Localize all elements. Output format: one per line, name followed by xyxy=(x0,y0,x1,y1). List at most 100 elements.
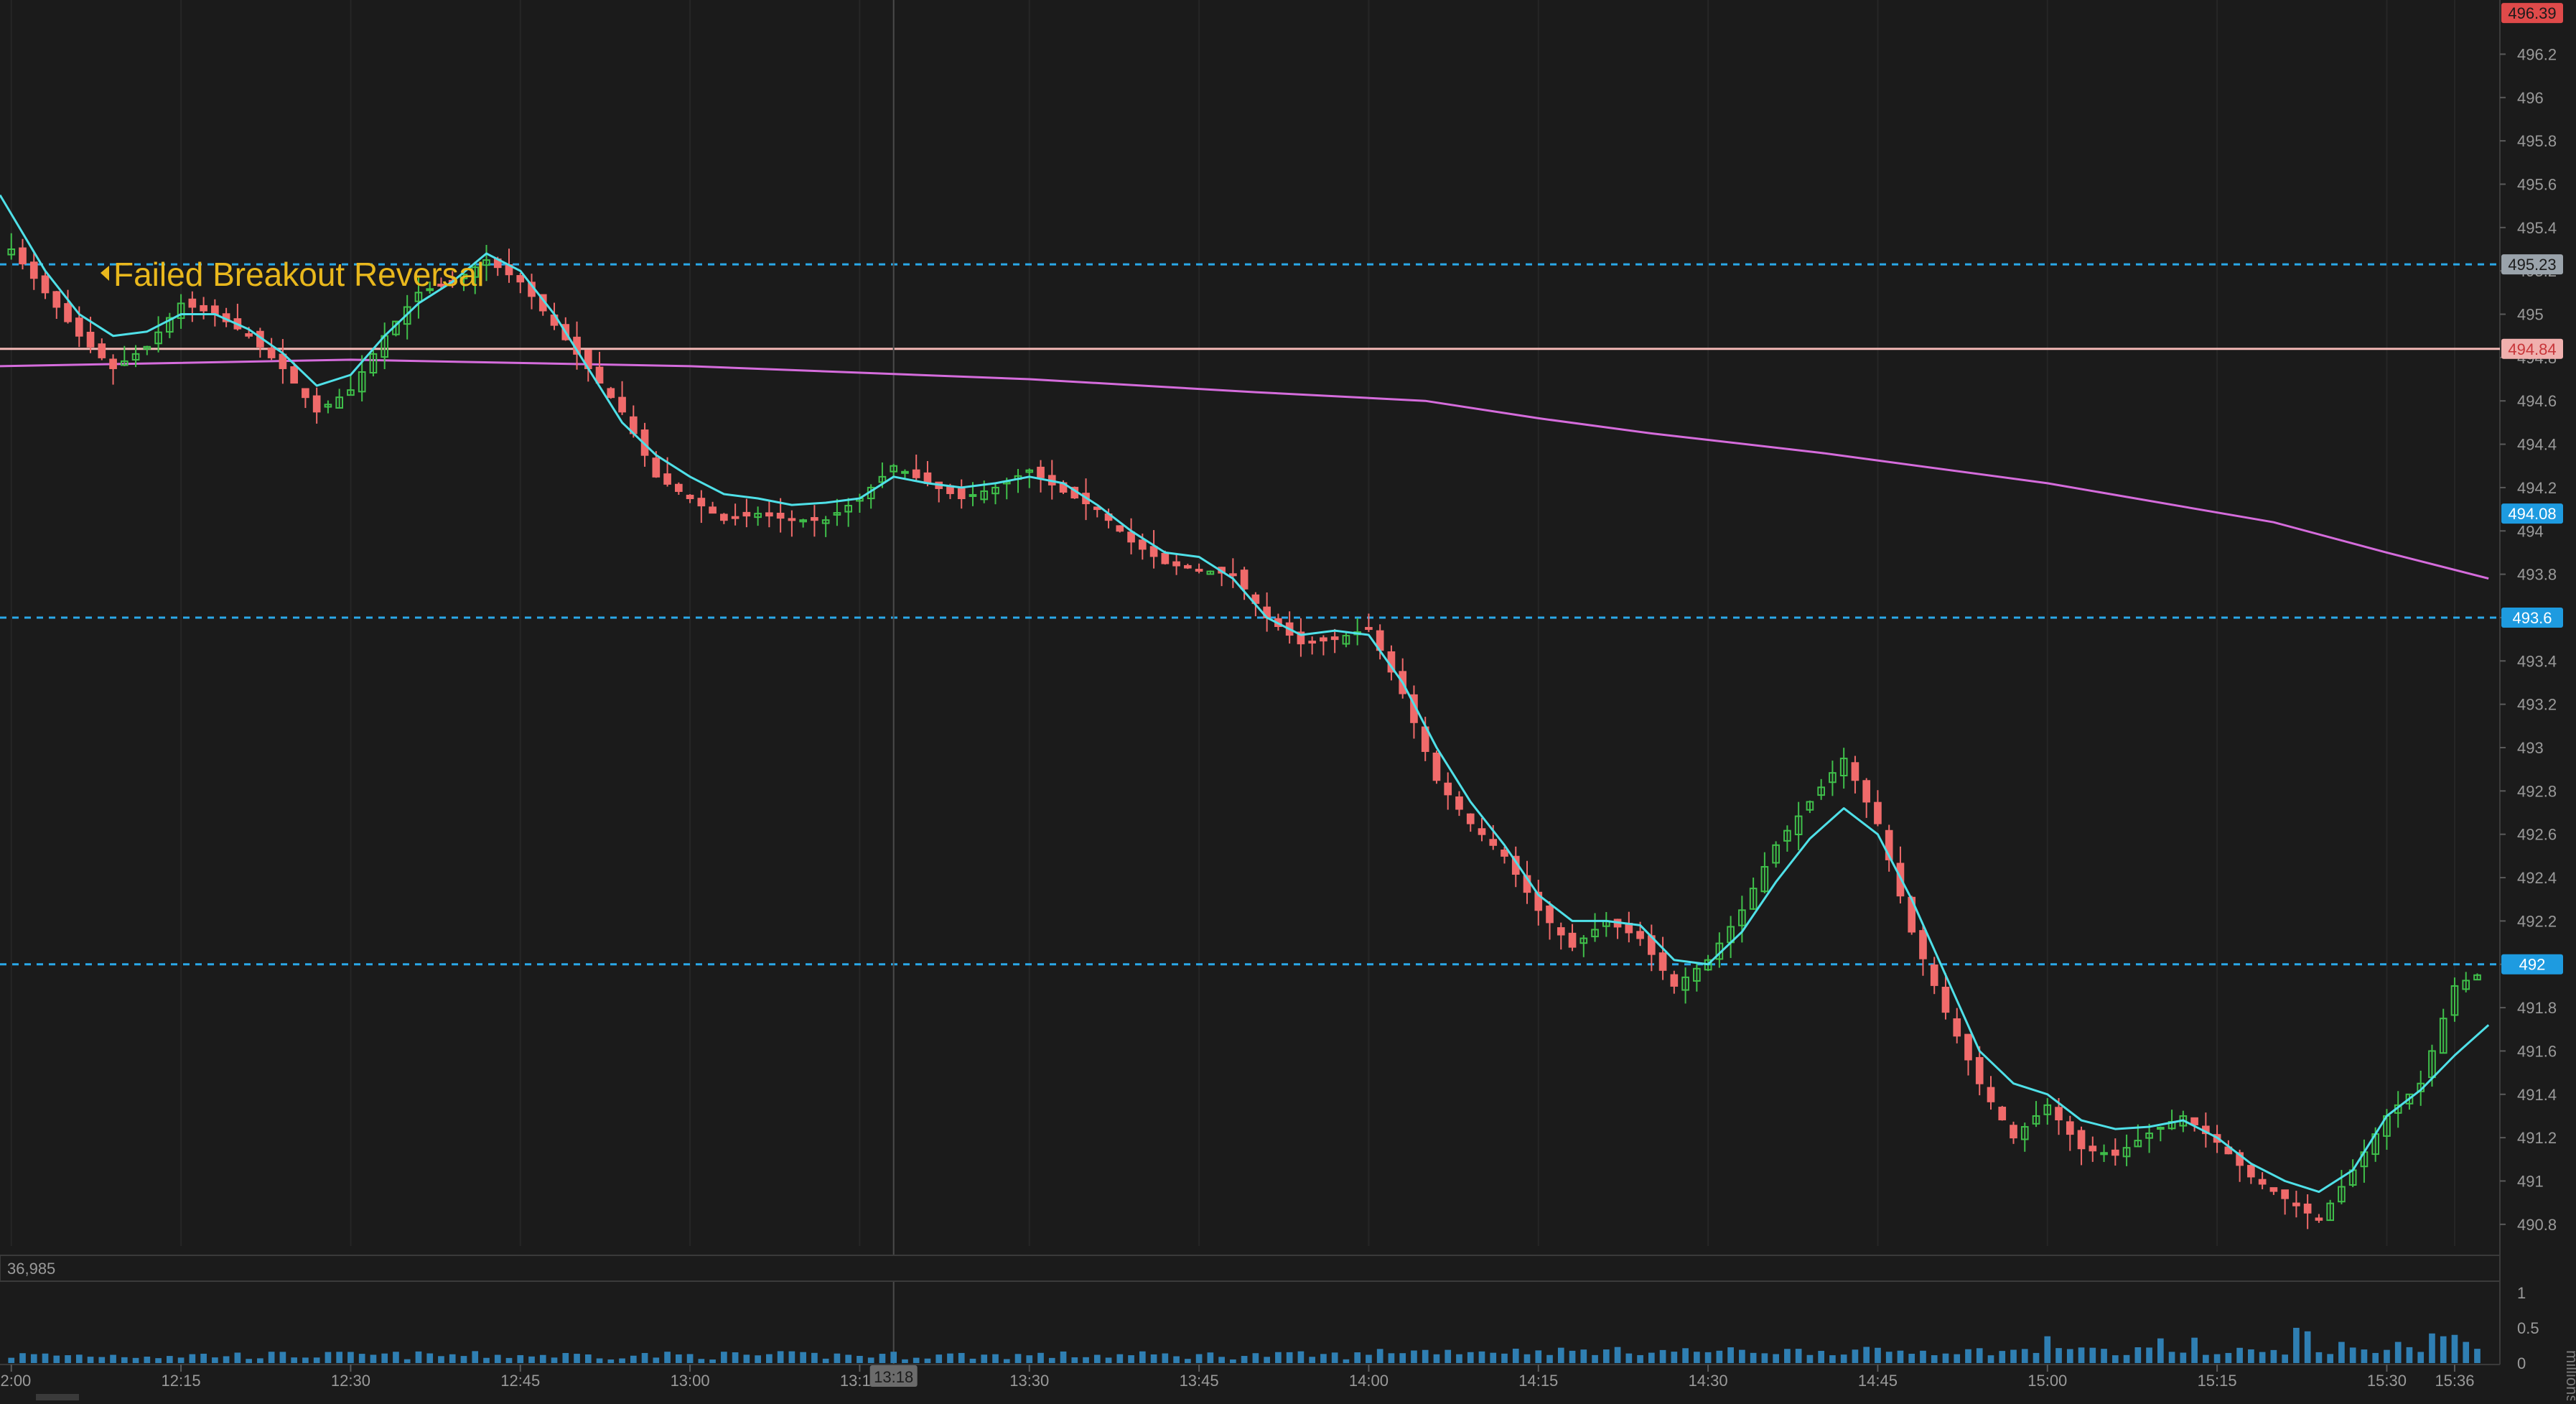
candle-body xyxy=(776,512,785,519)
volume-bar xyxy=(1478,1351,1485,1363)
candle-body xyxy=(607,388,615,399)
volume-bar xyxy=(1704,1352,1712,1363)
candle-body xyxy=(2077,1130,2086,1150)
price-tick-label: 494.6 xyxy=(2517,392,2557,410)
volume-bar xyxy=(449,1354,456,1363)
volume-axis: 10.50 xyxy=(2517,1284,2539,1372)
volume-bar xyxy=(902,1359,908,1363)
volume-bar xyxy=(890,1352,897,1363)
volume-bar xyxy=(1840,1354,1847,1363)
candle-body xyxy=(2066,1121,2074,1135)
price-tag-bg xyxy=(2501,338,2563,359)
candle-body xyxy=(290,366,298,384)
candle-body xyxy=(1444,782,1452,796)
volume-bar xyxy=(460,1356,467,1363)
volume-bar xyxy=(2134,1347,2142,1363)
volume-bar xyxy=(1908,1354,1915,1363)
volume-bar xyxy=(1014,1354,1022,1363)
candle-body xyxy=(369,353,378,373)
price-tick-label: 492.2 xyxy=(2517,912,2557,930)
volume-bar xyxy=(2474,1349,2481,1363)
candle-body xyxy=(86,331,95,348)
volume-bar xyxy=(1976,1348,1983,1363)
volume-bar xyxy=(2372,1352,2379,1363)
price-tick-label: 495.8 xyxy=(2517,132,2557,150)
horizontal-levels xyxy=(0,263,2500,966)
candle-body xyxy=(595,366,604,384)
horizontal-scrollbar[interactable] xyxy=(36,1394,79,1400)
candle-body xyxy=(98,343,106,358)
time-tick-label: 12:30 xyxy=(331,1372,370,1390)
candle-body xyxy=(1161,552,1170,564)
volume-bar xyxy=(1875,1347,1881,1363)
volume-bar xyxy=(551,1357,558,1363)
volume-bar xyxy=(2066,1349,2073,1363)
candle-body xyxy=(811,517,818,521)
volume-bar xyxy=(834,1353,841,1363)
candle-body xyxy=(19,247,27,265)
slow-ema-line xyxy=(0,358,2489,580)
volume-bar xyxy=(347,1352,354,1363)
price-tag-label: 496.39 xyxy=(2508,4,2556,22)
volume-bar xyxy=(1512,1348,1519,1363)
volume-bar xyxy=(177,1357,185,1363)
volume-bar xyxy=(189,1354,196,1363)
volume-bar xyxy=(1592,1354,1598,1363)
candle-body xyxy=(1546,905,1554,924)
volume-bar xyxy=(1195,1354,1203,1363)
volume-bar xyxy=(1060,1351,1067,1363)
volume-bar xyxy=(1433,1354,1440,1363)
volume-bar xyxy=(2282,1354,2288,1363)
candle-body xyxy=(1636,931,1644,939)
candle-body xyxy=(742,511,751,517)
price-tag-label: 492 xyxy=(2519,956,2546,974)
candle-body xyxy=(1478,828,1486,835)
candle-body xyxy=(2043,1104,2052,1115)
price-tick-label: 493.8 xyxy=(2517,566,2557,584)
candle-body xyxy=(1964,1033,1972,1061)
candle-body xyxy=(2473,974,2481,981)
volume-bar xyxy=(1659,1349,1666,1363)
price-tags: 496.39 495.23 494.84 494.08 493.6 492 xyxy=(2501,3,2563,975)
volume-bar xyxy=(2463,1342,2470,1363)
candle-body xyxy=(1817,786,1825,796)
candle-body xyxy=(663,473,671,485)
candle-body xyxy=(188,298,197,308)
candle-body xyxy=(1579,937,1588,944)
volume-bar xyxy=(132,1357,139,1363)
volume-bar xyxy=(981,1354,988,1363)
time-tick-label: 14:30 xyxy=(1689,1372,1728,1390)
volume-bar xyxy=(2033,1352,2040,1363)
volume-bar xyxy=(2010,1349,2017,1363)
volume-bar xyxy=(1829,1355,1836,1363)
volume-bar xyxy=(1241,1356,1248,1363)
candle-body xyxy=(969,493,977,497)
candle-body xyxy=(2156,1127,2165,1130)
volume-bar xyxy=(2180,1352,2187,1363)
volume-bar xyxy=(1185,1359,1191,1363)
candle-body xyxy=(75,317,83,337)
volume-bar xyxy=(2440,1336,2447,1363)
candle-body xyxy=(312,395,321,413)
volume-bar xyxy=(415,1351,422,1363)
volume-bar xyxy=(1422,1349,1429,1363)
candle-body xyxy=(912,469,920,478)
volume-bar xyxy=(313,1357,320,1363)
price-tick-label: 493.2 xyxy=(2517,696,2557,714)
volume-bar xyxy=(2078,1347,2085,1363)
candle-body xyxy=(1693,967,1701,982)
candle-body xyxy=(2122,1147,2131,1158)
candle-body xyxy=(2269,1187,2278,1192)
price-tag-bg xyxy=(2501,607,2563,628)
volume-bar xyxy=(1105,1357,1112,1363)
volume-bar xyxy=(1376,1349,1383,1363)
volume-bar xyxy=(721,1352,727,1363)
time-tick-label: 14:45 xyxy=(1858,1372,1898,1390)
volume-bar xyxy=(857,1355,863,1363)
volume-bar xyxy=(1580,1349,1587,1363)
volume-bar xyxy=(653,1357,660,1363)
candle-body xyxy=(1568,932,1577,948)
volume-bar xyxy=(2429,1333,2435,1363)
time-tick-label: 14:00 xyxy=(1349,1372,1389,1390)
